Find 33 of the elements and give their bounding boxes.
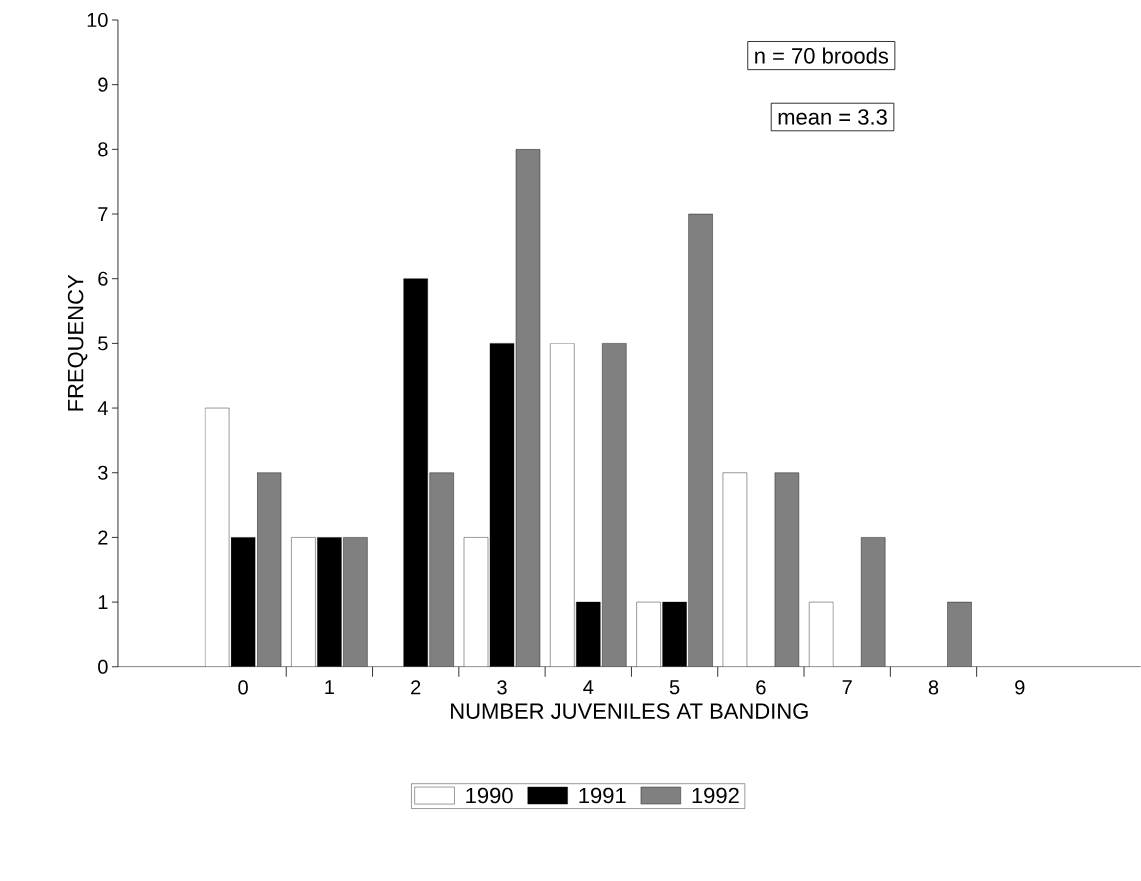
y-tick-label: 1 bbox=[98, 595, 108, 610]
x-tick-label: 6 bbox=[756, 680, 766, 695]
x-tick-label: 5 bbox=[669, 680, 680, 695]
x-tick-label: 3 bbox=[497, 680, 507, 695]
legend-label: 1991 bbox=[579, 787, 626, 804]
x-tick-label: 1 bbox=[325, 680, 334, 695]
x-axis-title: NUMBER JUVENILES AT BANDING bbox=[451, 703, 808, 720]
y-tick-label: 8 bbox=[98, 142, 108, 157]
y-axis-title: FREQUENCY bbox=[67, 274, 88, 411]
y-tick-label: 10 bbox=[87, 13, 108, 28]
y-tick-label: 2 bbox=[98, 530, 108, 545]
legend-label: 1990 bbox=[466, 787, 513, 804]
legend-label: 1992 bbox=[692, 787, 739, 804]
x-tick-label: 4 bbox=[583, 680, 594, 695]
x-tick-label: 8 bbox=[928, 680, 939, 695]
x-tick-label: 7 bbox=[842, 680, 852, 695]
y-tick-label: 0 bbox=[98, 659, 108, 674]
y-tick-label: 4 bbox=[97, 401, 108, 416]
y-tick-label: 3 bbox=[98, 465, 108, 480]
x-tick-label: 0 bbox=[238, 680, 248, 695]
x-tick-label: 2 bbox=[411, 680, 421, 695]
y-tick-label: 9 bbox=[98, 77, 108, 92]
bar bbox=[947, 602, 972, 667]
y-tick-label: 7 bbox=[98, 207, 108, 222]
bar bbox=[722, 472, 748, 667]
bar bbox=[809, 602, 834, 667]
annotation: mean = 3.3 bbox=[778, 109, 887, 125]
bar bbox=[774, 472, 800, 667]
annotation: n = 70 broods bbox=[755, 47, 889, 64]
bar bbox=[860, 537, 886, 667]
x-tick-label: 9 bbox=[1015, 680, 1025, 695]
y-tick-label: 6 bbox=[98, 271, 108, 286]
y-tick-label: 5 bbox=[98, 336, 108, 351]
